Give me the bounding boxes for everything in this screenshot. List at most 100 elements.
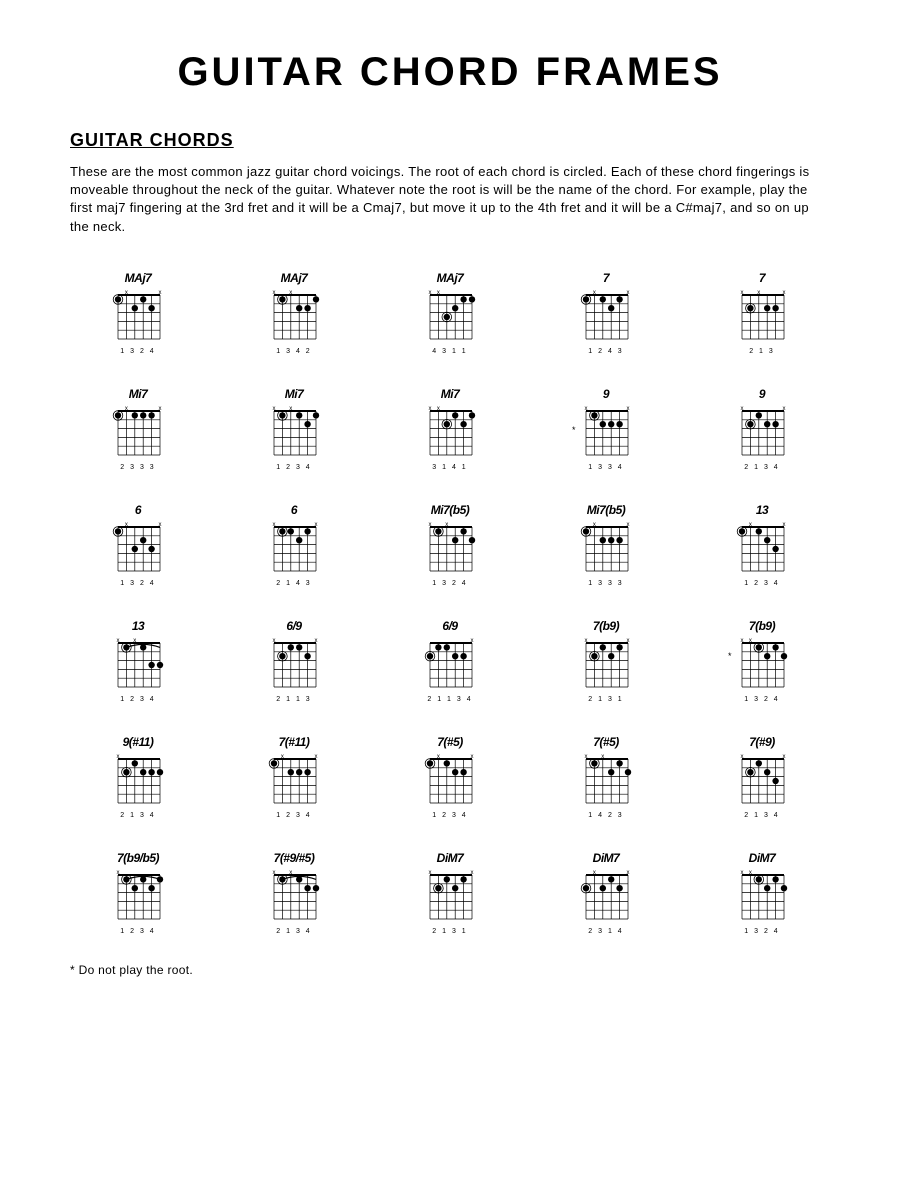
- finger-numbers: 1 2 3 4: [736, 580, 788, 587]
- chord-label: 13: [132, 619, 144, 634]
- chord-diagram: xx: [268, 637, 320, 695]
- svg-text:x: x: [585, 638, 588, 644]
- chord-frame: 6/9 x 2 1 1 3 4: [382, 619, 518, 703]
- svg-text:x: x: [757, 290, 760, 296]
- chord-label: Mi7(b5): [431, 503, 470, 518]
- chord-label: DiM7: [593, 851, 620, 866]
- chord-diagram: xx: [268, 289, 320, 347]
- chord-diagram: xx: [112, 637, 164, 695]
- svg-text:x: x: [429, 522, 432, 528]
- chord-frame: 7(#9)xx2 1 3 4: [694, 735, 830, 819]
- chord-frame: 13 xx1 2 3 4: [694, 503, 830, 587]
- svg-text:x: x: [471, 638, 474, 644]
- asterisk-marker: *: [728, 651, 732, 661]
- chord-label: 9: [759, 387, 765, 402]
- chord-label: MAj7: [437, 271, 464, 286]
- chord-frame: Mi7(b5)xx1 3 2 4: [382, 503, 518, 587]
- chord-diagram: xx: [424, 753, 476, 811]
- svg-text:x: x: [741, 870, 744, 876]
- finger-numbers: 1 2 3 4: [424, 812, 476, 819]
- svg-text:x: x: [783, 754, 786, 760]
- svg-text:x: x: [741, 406, 744, 412]
- chord-diagram: xx: [424, 869, 476, 927]
- svg-text:x: x: [273, 290, 276, 296]
- finger-numbers: 1 2 4 3: [580, 348, 632, 355]
- chord-frame: 7 x x 1 2 4 3: [538, 271, 674, 355]
- chord-label: 7(b9/b5): [117, 851, 159, 866]
- chord-diagram: xx: [112, 289, 164, 347]
- chord-label: 7: [603, 271, 609, 286]
- svg-text:x: x: [627, 638, 630, 644]
- chord-label: Mi7: [285, 387, 304, 402]
- svg-text:x: x: [117, 870, 120, 876]
- chord-label: DiM7: [437, 851, 464, 866]
- page-title: GUITAR CHORD FRAMES: [70, 50, 830, 95]
- svg-text:x: x: [627, 522, 630, 528]
- svg-text:x: x: [749, 638, 752, 644]
- svg-text:x: x: [273, 870, 276, 876]
- chord-diagram: xx: [268, 753, 320, 811]
- svg-text:x: x: [117, 638, 120, 644]
- chord-frame: 7(b9)xx*1 3 2 4: [694, 619, 830, 703]
- chord-frame: MAj7xx4 3 1 1: [382, 271, 518, 355]
- chord-frame: Mi7xx2 3 3 3: [70, 387, 206, 471]
- chord-frame: DiM7xx2 1 3 1: [382, 851, 518, 935]
- svg-text:x: x: [627, 406, 630, 412]
- svg-text:x: x: [585, 754, 588, 760]
- chord-diagram: xx: [268, 521, 320, 579]
- svg-text:x: x: [741, 754, 744, 760]
- svg-text:x: x: [125, 406, 128, 412]
- svg-text:x: x: [429, 290, 432, 296]
- chord-diagram: x: [424, 637, 476, 695]
- footnote: * Do not play the root.: [70, 963, 830, 977]
- finger-numbers: 1 3 4 2: [268, 348, 320, 355]
- chord-diagram: xx: [736, 521, 788, 579]
- svg-text:x: x: [749, 522, 752, 528]
- svg-text:x: x: [445, 522, 448, 528]
- finger-numbers: 1 2 3 4: [268, 812, 320, 819]
- chord-diagram: xx: [736, 753, 788, 811]
- chord-diagram: xx: [424, 405, 476, 463]
- svg-text:x: x: [437, 290, 440, 296]
- finger-numbers: 1 3 2 4: [112, 580, 164, 587]
- chord-frame: 9xx2 1 3 4: [694, 387, 830, 471]
- chord-frame: 9xx*1 3 3 4: [538, 387, 674, 471]
- svg-text:x: x: [315, 638, 318, 644]
- svg-text:x: x: [627, 290, 630, 296]
- finger-numbers: 1 3 3 4: [580, 464, 632, 471]
- chord-diagram: xx: [268, 405, 320, 463]
- finger-numbers: 2 1 3 4: [736, 812, 788, 819]
- chord-label: 6/9: [286, 619, 301, 634]
- finger-numbers: 2 1 4 3: [268, 580, 320, 587]
- svg-text:x: x: [627, 870, 630, 876]
- chord-frame: Mi7xx3 1 4 1: [382, 387, 518, 471]
- chord-diagram: x: [112, 753, 164, 811]
- chord-frame: DiM7xx1 3 2 4: [694, 851, 830, 935]
- finger-numbers: 1 2 3 4: [268, 464, 320, 471]
- svg-text:x: x: [741, 638, 744, 644]
- chord-label: 6/9: [442, 619, 457, 634]
- finger-numbers: 3 1 4 1: [424, 464, 476, 471]
- chord-label: 9: [603, 387, 609, 402]
- chord-diagram: xxx: [736, 289, 788, 347]
- finger-numbers: 1 3 2 4: [736, 696, 788, 703]
- chord-diagram: xx*: [736, 637, 788, 695]
- chord-label: 6: [135, 503, 141, 518]
- chord-frame: 6/9xx2 1 1 3: [226, 619, 362, 703]
- chord-diagram: xx: [424, 289, 476, 347]
- svg-text:x: x: [159, 290, 162, 296]
- svg-text:x: x: [437, 754, 440, 760]
- finger-numbers: 2 1 1 3 4: [424, 696, 476, 703]
- svg-text:x: x: [601, 754, 604, 760]
- chord-label: 6: [291, 503, 297, 518]
- svg-text:x: x: [783, 290, 786, 296]
- chord-label: 13: [756, 503, 768, 518]
- chord-label: MAj7: [125, 271, 152, 286]
- svg-text:x: x: [593, 290, 596, 296]
- svg-text:x: x: [159, 406, 162, 412]
- chord-label: 7(#5): [437, 735, 463, 750]
- chord-label: DiM7: [749, 851, 776, 866]
- svg-text:x: x: [125, 290, 128, 296]
- finger-numbers: 2 1 3: [736, 348, 788, 355]
- chord-diagram: xx: [424, 521, 476, 579]
